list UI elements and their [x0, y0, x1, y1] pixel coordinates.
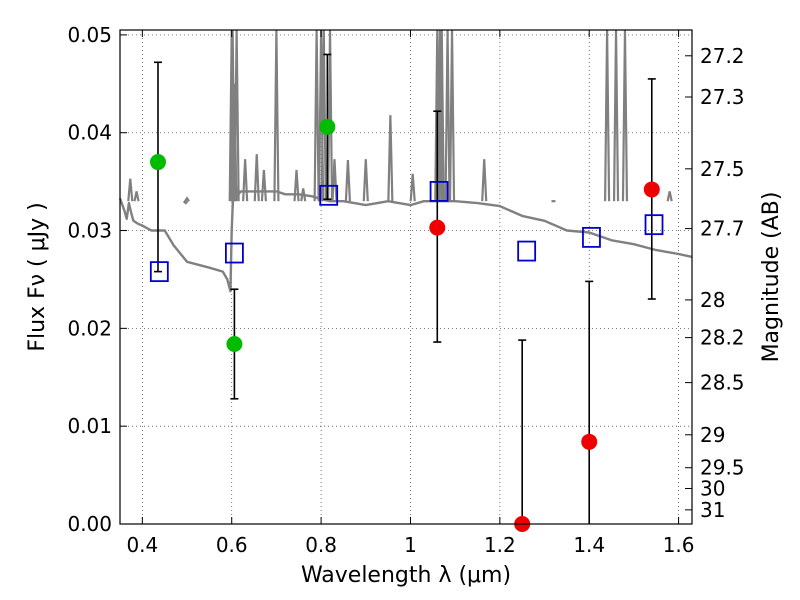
mag-tick-label: 30 [700, 476, 725, 500]
mag-tick-label: 28.5 [700, 371, 745, 395]
x-tick-label: 0.4 [126, 533, 158, 557]
model-band-square [582, 226, 601, 248]
y-tick-label: 0.00 [67, 512, 112, 536]
x-tick-label: 1.4 [573, 533, 605, 557]
y-tick-label: 0.05 [67, 23, 112, 47]
y-tick-label: 0.02 [67, 316, 112, 340]
x-tick-label: 1.2 [484, 533, 516, 557]
x-tick-label: 0.6 [216, 533, 248, 557]
emission-line [127, 178, 134, 202]
emission-line [300, 188, 307, 202]
mag-tick-label: 29.5 [700, 456, 745, 480]
model-band-square [517, 240, 537, 262]
emission-line [260, 169, 267, 202]
data-point [319, 118, 336, 135]
model-spectrum-line [118, 180, 693, 293]
emission-line [409, 173, 416, 202]
data-point [581, 433, 598, 450]
x-axis-label: Wavelength λ (μm) [301, 563, 511, 588]
model-band-square [319, 184, 339, 206]
emission-line [344, 160, 352, 202]
data-point [643, 181, 660, 198]
emission-line [133, 191, 140, 202]
model-band-square [224, 242, 244, 264]
mag-tick-label: 27.3 [700, 85, 745, 109]
emission-line [666, 191, 673, 202]
data-point [226, 336, 243, 353]
y2-axis-label: Magnitude (AB) [759, 192, 784, 363]
x-tick-label: 1.6 [663, 533, 695, 557]
emission-line [184, 196, 190, 202]
y-tick-label: 0.04 [67, 121, 112, 145]
mag-tick-label: 29 [700, 423, 725, 447]
plot-frame [119, 29, 693, 525]
y-tick-label: 0.01 [67, 414, 112, 438]
mag-tick-label: 28.2 [700, 326, 745, 350]
emission-line [293, 169, 300, 202]
model-band-square [644, 214, 664, 236]
model-band-square [429, 181, 449, 202]
data-points-layer [149, 118, 664, 532]
y-axis-label: Flux Fν ( μJy ) [25, 202, 50, 351]
mag-tick-label: 27.7 [700, 217, 745, 241]
emission-line [481, 159, 488, 202]
axes-layer: 0.4 0.6 0.8 1 1.2 1.4 1.6 0.00 0.01 0.02 0.03 0.04 0… [67, 23, 744, 557]
y-tick-label: 0.03 [67, 219, 112, 243]
emission-line [182, 200, 189, 205]
mag-tick-label: 27.2 [700, 44, 745, 68]
x-tick-label: 1 [404, 533, 417, 557]
mag-tick-label: 28 [700, 288, 725, 312]
data-point [429, 219, 446, 236]
mag-tick-label: 31 [700, 498, 725, 522]
data-point [149, 154, 166, 171]
x-tick-label: 0.8 [305, 533, 337, 557]
emission-line [362, 159, 369, 202]
emission-line [242, 159, 249, 202]
emission-line [331, 159, 338, 202]
mag-tick-label: 27.5 [700, 157, 745, 181]
emission-line [253, 154, 260, 202]
model-band-square [149, 261, 169, 283]
emission-line [387, 115, 394, 202]
